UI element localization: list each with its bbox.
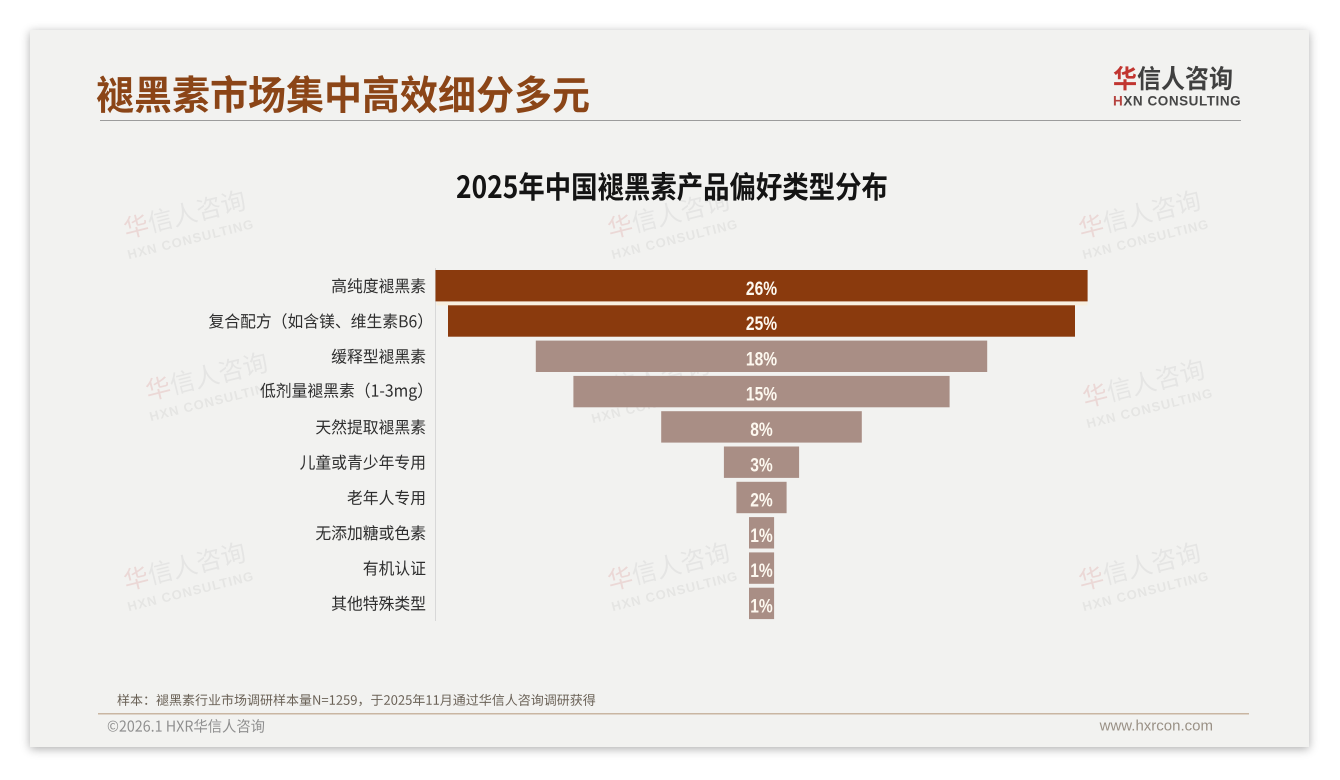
svg-text:1%: 1% <box>750 560 773 582</box>
svg-text:HXN CONSULTING: HXN CONSULTING <box>1113 94 1241 109</box>
svg-text:15%: 15% <box>746 383 777 405</box>
svg-text:2%: 2% <box>750 489 773 511</box>
svg-text:1%: 1% <box>750 524 773 546</box>
svg-text:26%: 26% <box>746 277 777 299</box>
svg-text:25%: 25% <box>746 313 777 335</box>
svg-text:www.hxrcon.com: www.hxrcon.com <box>1099 718 1213 735</box>
svg-text:18%: 18% <box>746 348 777 370</box>
svg-text:8%: 8% <box>750 419 773 441</box>
svg-text:1%: 1% <box>750 595 773 617</box>
svg-text:3%: 3% <box>750 454 773 476</box>
